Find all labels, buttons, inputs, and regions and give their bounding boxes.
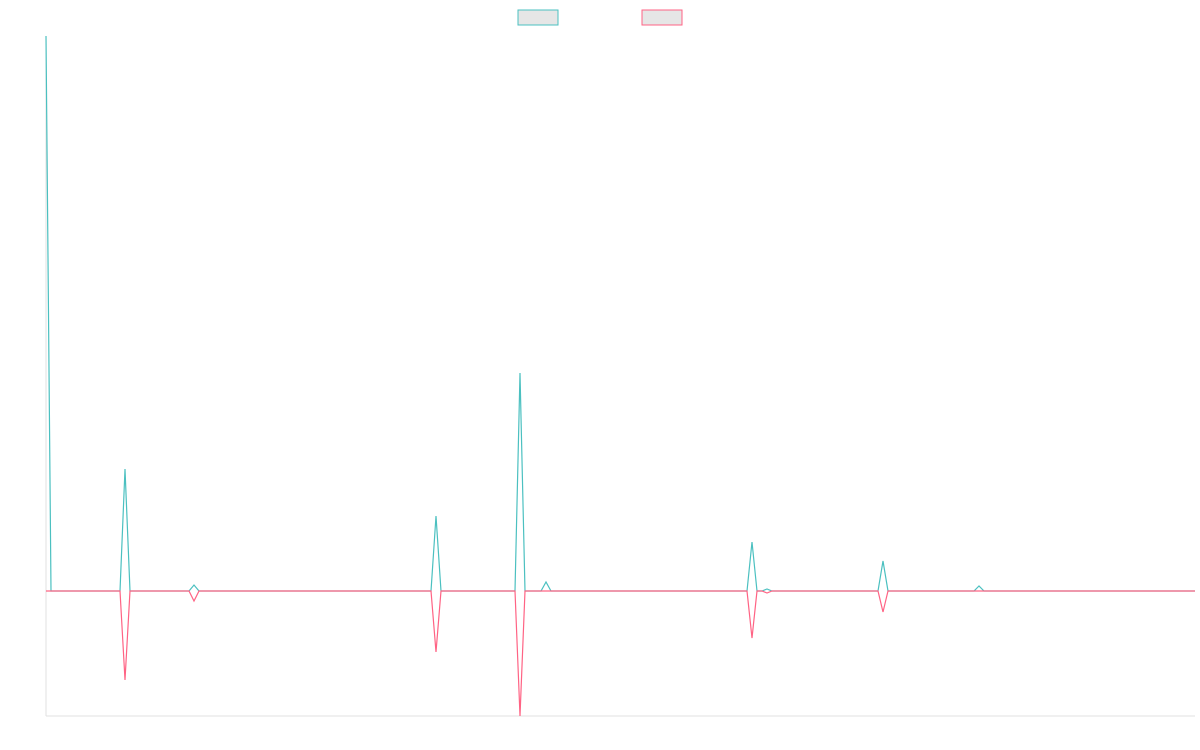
legend-swatch[interactable]	[517, 9, 559, 26]
legend-swatch[interactable]	[641, 9, 683, 26]
series-line	[45, 35, 1195, 592]
series-line	[46, 590, 1195, 717]
